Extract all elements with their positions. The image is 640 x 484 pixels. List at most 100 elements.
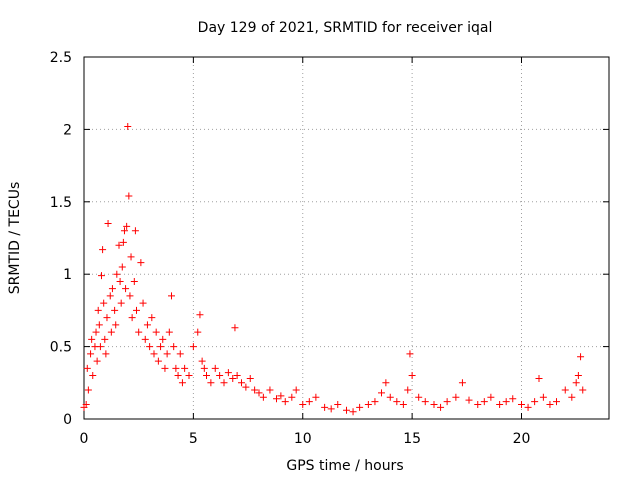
x-tick-label: 5 <box>189 431 198 447</box>
tick-layer: 0 5 10 15 20 0 0.5 1 1.5 2 2.5 <box>50 50 609 447</box>
y-tick-label: 0 <box>63 412 72 428</box>
data-point <box>95 321 103 329</box>
data-point <box>181 364 189 372</box>
x-tick-label: 10 <box>294 431 312 447</box>
data-point <box>259 393 267 401</box>
data-point <box>577 353 585 361</box>
data-point <box>281 398 289 406</box>
data-point <box>196 311 204 319</box>
y-tick-label: 2.5 <box>50 50 72 66</box>
data-point <box>131 227 139 235</box>
data-point <box>524 403 532 411</box>
data-point <box>108 285 116 293</box>
data-point <box>458 379 466 387</box>
data-point <box>393 398 401 406</box>
data-point <box>502 398 510 406</box>
data-point <box>163 350 171 358</box>
data-point <box>106 292 114 300</box>
data-point <box>150 350 158 358</box>
data-point <box>130 277 138 285</box>
y-tick-label: 1 <box>63 267 72 283</box>
data-point <box>83 364 91 372</box>
data-point <box>452 393 460 401</box>
data-point <box>364 401 372 409</box>
data-point <box>437 403 445 411</box>
data-point <box>118 263 126 271</box>
data-point <box>266 386 274 394</box>
data-point <box>321 403 329 411</box>
data-point <box>141 335 149 343</box>
data-point <box>170 343 178 351</box>
x-tick-label: 0 <box>80 431 89 447</box>
x-tick-label: 15 <box>403 431 421 447</box>
data-point <box>535 374 543 382</box>
data-point <box>430 401 438 409</box>
y-tick-label: 0.5 <box>50 340 72 356</box>
data-point <box>561 386 569 394</box>
x-axis-label: GPS time / hours <box>286 458 403 474</box>
data-point <box>299 401 307 409</box>
data-point <box>200 364 208 372</box>
data-point <box>143 321 151 329</box>
data-point <box>220 379 228 387</box>
data-point <box>161 364 169 372</box>
data-point <box>356 403 364 411</box>
data-point <box>185 372 193 380</box>
data-point <box>474 401 482 409</box>
data-point <box>572 379 580 387</box>
data-point <box>168 292 175 300</box>
y-tick-label: 2 <box>63 122 72 138</box>
data-point <box>251 386 259 394</box>
marker-layer <box>80 123 587 416</box>
data-point <box>229 374 237 382</box>
data-point <box>579 386 587 394</box>
data-point <box>233 372 241 380</box>
data-point <box>96 343 104 351</box>
data-point <box>378 389 385 397</box>
data-point <box>176 350 184 358</box>
data-point <box>100 299 108 307</box>
data-point <box>101 335 109 343</box>
data-point <box>553 398 560 406</box>
data-point <box>133 306 140 314</box>
data-point <box>178 379 186 387</box>
data-point <box>371 398 379 406</box>
data-point <box>277 392 285 400</box>
data-point <box>157 343 165 351</box>
data-point <box>203 372 210 380</box>
data-point <box>112 321 120 329</box>
data-point <box>399 401 407 409</box>
data-point <box>103 314 111 322</box>
data-point <box>93 357 101 365</box>
data-point <box>568 393 576 401</box>
data-point <box>574 372 582 380</box>
data-point <box>312 393 320 401</box>
data-point <box>174 372 182 380</box>
data-point <box>539 393 547 401</box>
data-point <box>102 350 110 358</box>
data-point <box>288 393 296 401</box>
data-point <box>137 259 145 267</box>
data-point <box>207 379 215 387</box>
data-point <box>349 408 357 416</box>
data-point <box>242 383 250 391</box>
data-point <box>88 335 96 343</box>
y-tick-label: 1.5 <box>50 195 72 211</box>
data-point <box>159 335 167 343</box>
data-point <box>124 123 132 131</box>
data-point <box>334 401 342 409</box>
data-point <box>443 398 451 406</box>
data-point <box>421 398 429 406</box>
data-point <box>172 364 180 372</box>
grid-layer <box>84 57 609 419</box>
data-point <box>531 398 539 406</box>
data-point <box>546 401 554 409</box>
data-point <box>104 220 112 228</box>
data-point <box>404 386 412 394</box>
data-point <box>146 343 154 351</box>
y-axis-label: SRMTID / TECUs <box>7 182 23 295</box>
data-point <box>117 299 125 307</box>
data-point <box>89 372 97 380</box>
data-point <box>82 401 90 409</box>
